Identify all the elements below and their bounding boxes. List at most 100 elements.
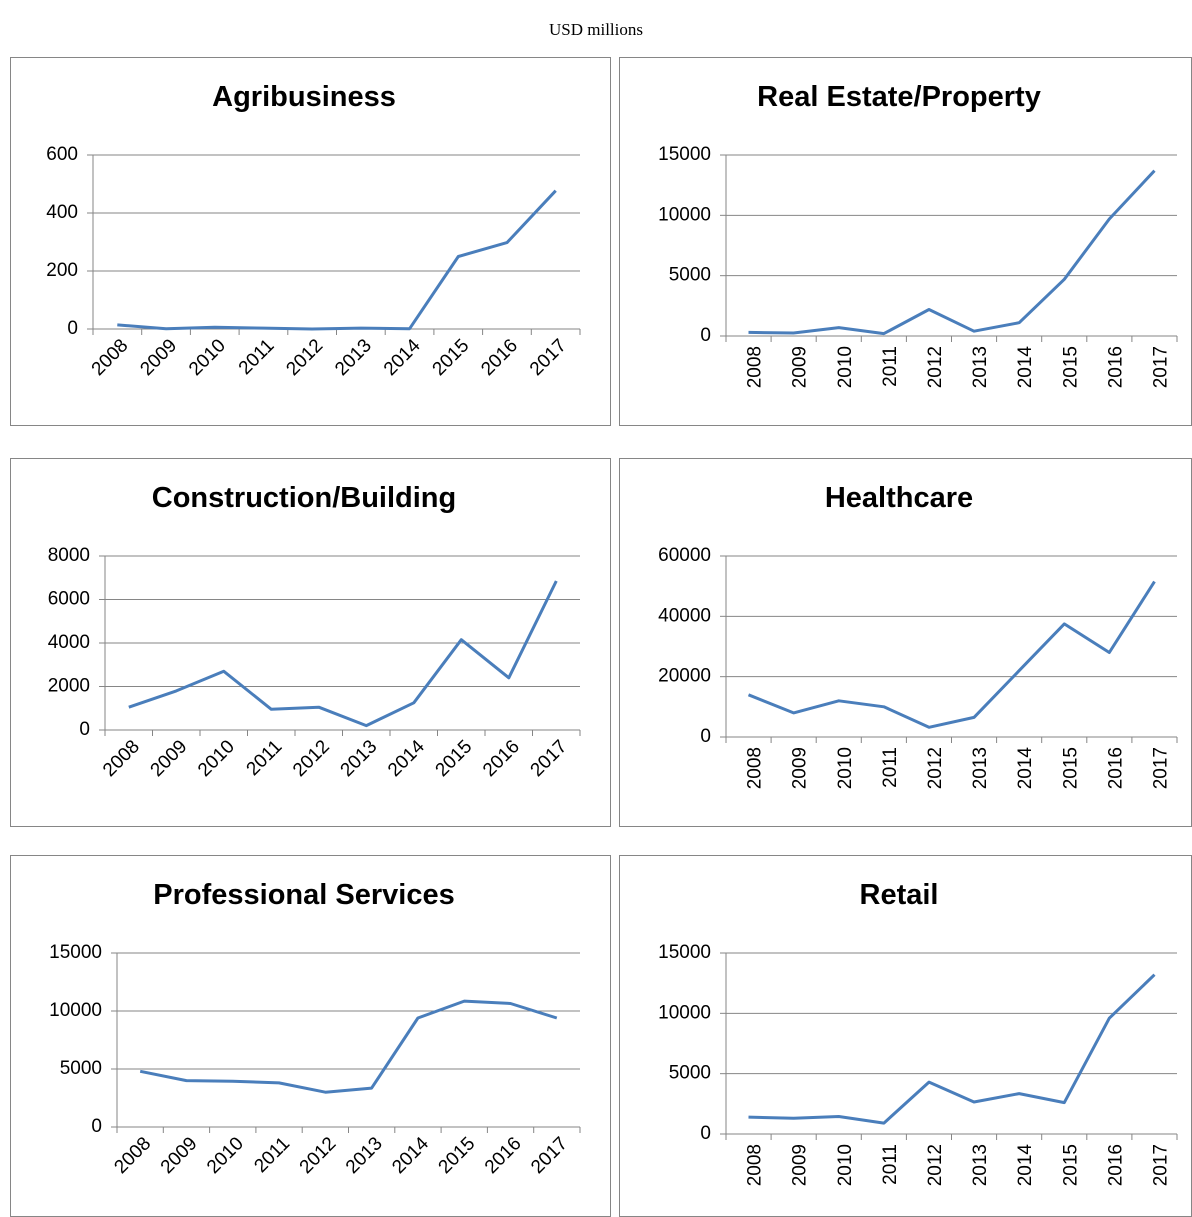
x-tick-label: 2008 xyxy=(745,346,766,388)
y-tick-label: 10000 xyxy=(658,204,711,225)
y-tick-label: 6000 xyxy=(48,589,90,610)
data-line xyxy=(117,189,557,331)
y-tick-label: 0 xyxy=(91,1116,102,1137)
x-tick-label: 2010 xyxy=(185,335,230,380)
y-tick-label: 0 xyxy=(67,318,78,339)
x-tick-label: 2012 xyxy=(282,335,327,380)
x-tick-label: 2012 xyxy=(289,736,334,781)
chart-title: Healthcare xyxy=(825,482,973,514)
x-tick-label: 2010 xyxy=(835,1144,856,1186)
y-tick-label: 15000 xyxy=(49,942,102,963)
y-tick-label: 10000 xyxy=(49,1000,102,1021)
page-subtitle: USD millions xyxy=(549,20,643,39)
x-tick-label: 2011 xyxy=(250,1133,294,1177)
data-line xyxy=(139,999,558,1094)
chart-title: Professional Services xyxy=(153,879,454,911)
data-line xyxy=(747,580,1156,729)
x-tick-label: 2015 xyxy=(1060,346,1081,388)
x-tick-label: 2017 xyxy=(526,335,571,380)
chart-title: Retail xyxy=(860,879,939,911)
y-tick-label: 200 xyxy=(46,260,78,281)
y-tick-label: 0 xyxy=(700,325,711,346)
x-tick-label: 2010 xyxy=(203,1133,248,1178)
panel-border xyxy=(10,458,611,827)
x-tick-label: 2013 xyxy=(970,346,991,388)
x-tick-label: 2008 xyxy=(745,747,766,789)
x-tick-label: 2012 xyxy=(925,1144,946,1186)
chart-title: Construction/Building xyxy=(152,482,456,514)
x-tick-label: 2014 xyxy=(380,335,425,380)
x-tick-label: 2013 xyxy=(337,736,382,781)
y-tick-label: 40000 xyxy=(658,605,711,626)
y-tick-label: 4000 xyxy=(48,632,90,653)
chart-title: Agribusiness xyxy=(212,81,396,113)
x-tick-label: 2009 xyxy=(157,1133,202,1178)
y-tick-label: 5000 xyxy=(60,1058,102,1079)
x-tick-label: 2015 xyxy=(429,335,474,380)
x-tick-label: 2013 xyxy=(342,1133,387,1178)
x-tick-label: 2017 xyxy=(1150,747,1171,789)
panel-border xyxy=(10,57,611,426)
x-tick-label: 2015 xyxy=(435,1133,480,1178)
y-tick-label: 15000 xyxy=(658,144,711,165)
x-tick-label: 2013 xyxy=(970,1144,991,1186)
y-tick-label: 600 xyxy=(46,144,78,165)
y-tick-label: 2000 xyxy=(48,676,90,697)
y-tick-label: 8000 xyxy=(48,545,90,566)
x-tick-label: 2015 xyxy=(432,736,477,781)
x-tick-label: 2012 xyxy=(925,747,946,789)
x-tick-label: 2016 xyxy=(1105,1144,1126,1186)
x-tick-label: 2010 xyxy=(835,346,856,388)
x-tick-label: 2017 xyxy=(527,1133,572,1178)
x-tick-label: 2008 xyxy=(745,1144,766,1186)
x-tick-label: 2015 xyxy=(1060,747,1081,789)
x-tick-label: 2016 xyxy=(477,335,522,380)
x-tick-label: 2008 xyxy=(88,335,133,380)
chart-title: Real Estate/Property xyxy=(757,81,1041,113)
x-tick-label: 2010 xyxy=(835,747,856,789)
x-tick-label: 2008 xyxy=(99,736,144,781)
data-line xyxy=(128,580,558,728)
data-line xyxy=(748,169,1156,336)
x-tick-label: 2009 xyxy=(790,1144,811,1186)
x-tick-label: 2017 xyxy=(1150,1144,1171,1186)
y-tick-label: 5000 xyxy=(669,1063,711,1084)
x-tick-label: 2013 xyxy=(970,747,991,789)
x-tick-label: 2016 xyxy=(481,1133,526,1178)
x-tick-label: 2011 xyxy=(880,747,901,788)
x-tick-label: 2012 xyxy=(925,346,946,388)
y-tick-label: 0 xyxy=(79,719,90,740)
x-tick-label: 2009 xyxy=(790,346,811,388)
x-tick-label: 2008 xyxy=(110,1133,155,1178)
x-tick-label: 2014 xyxy=(384,736,429,781)
x-tick-label: 2016 xyxy=(1105,346,1126,388)
x-tick-label: 2013 xyxy=(331,335,376,380)
y-tick-label: 0 xyxy=(700,726,711,747)
x-tick-label: 2015 xyxy=(1060,1144,1081,1186)
y-tick-label: 20000 xyxy=(658,666,711,687)
x-tick-label: 2012 xyxy=(296,1133,341,1178)
y-tick-label: 5000 xyxy=(669,265,711,286)
x-tick-label: 2009 xyxy=(790,747,811,789)
x-tick-label: 2009 xyxy=(136,335,181,380)
y-tick-label: 10000 xyxy=(658,1002,711,1023)
x-tick-label: 2014 xyxy=(1015,346,1036,389)
x-tick-label: 2011 xyxy=(880,346,901,387)
x-tick-label: 2014 xyxy=(388,1133,433,1178)
x-tick-label: 2016 xyxy=(1105,747,1126,789)
y-tick-label: 400 xyxy=(46,202,78,223)
x-tick-label: 2009 xyxy=(147,736,192,781)
x-tick-label: 2011 xyxy=(243,736,287,780)
x-tick-label: 2011 xyxy=(235,335,279,379)
x-tick-label: 2016 xyxy=(479,736,524,781)
x-tick-label: 2017 xyxy=(1150,346,1171,388)
y-tick-label: 15000 xyxy=(658,942,711,963)
x-tick-label: 2014 xyxy=(1015,1144,1036,1187)
data-line xyxy=(748,973,1156,1125)
y-tick-label: 60000 xyxy=(658,545,711,566)
y-tick-label: 0 xyxy=(700,1123,711,1144)
x-tick-label: 2010 xyxy=(194,736,239,781)
x-tick-label: 2011 xyxy=(880,1144,901,1185)
x-tick-label: 2017 xyxy=(527,736,572,781)
